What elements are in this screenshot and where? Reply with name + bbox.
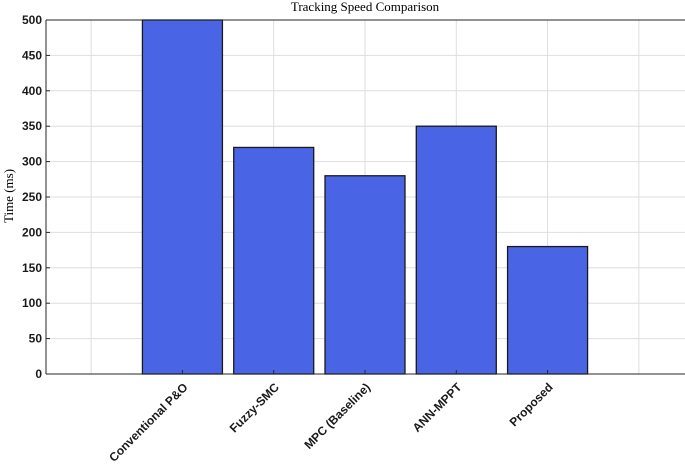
bars <box>141 19 589 375</box>
y-tick-label: 250 <box>22 190 42 204</box>
plot-area: 0 50 100 150 200 250 300 350 400 450 500 Conventio… <box>22 13 685 465</box>
y-tick-label: 0 <box>35 367 42 381</box>
x-tick-label: Conventional P&O <box>106 380 190 464</box>
bar <box>324 175 406 375</box>
y-tick-label: 50 <box>29 332 43 346</box>
y-tick-label: 300 <box>22 155 42 169</box>
bar <box>415 125 497 375</box>
x-tick-label: Proposed <box>507 380 556 429</box>
chart-title: Tracking Speed Comparison <box>291 0 440 14</box>
y-tick-label: 400 <box>22 84 42 98</box>
y-ticks: 0 50 100 150 200 250 300 350 400 450 500 <box>22 13 50 381</box>
y-tick-label: 450 <box>22 48 42 62</box>
x-tick-label: ANN-MPPT <box>410 380 465 435</box>
bar <box>141 19 224 375</box>
x-ticks: Conventional P&O Fuzzy-SMC MPC (Baseline) A… <box>106 370 556 465</box>
x-tick-label: Fuzzy-SMC <box>227 380 282 435</box>
y-axis-label: Time (ms) <box>1 169 16 223</box>
y-tick-label: 200 <box>22 225 42 239</box>
y-tick-label: 100 <box>22 296 42 310</box>
y-tick-label: 150 <box>22 261 42 275</box>
bar <box>506 245 589 375</box>
x-tick-label: MPC (Baseline) <box>301 380 373 452</box>
y-tick-label: 500 <box>22 13 42 27</box>
bar <box>233 146 315 375</box>
y-tick-label: 350 <box>22 119 42 133</box>
